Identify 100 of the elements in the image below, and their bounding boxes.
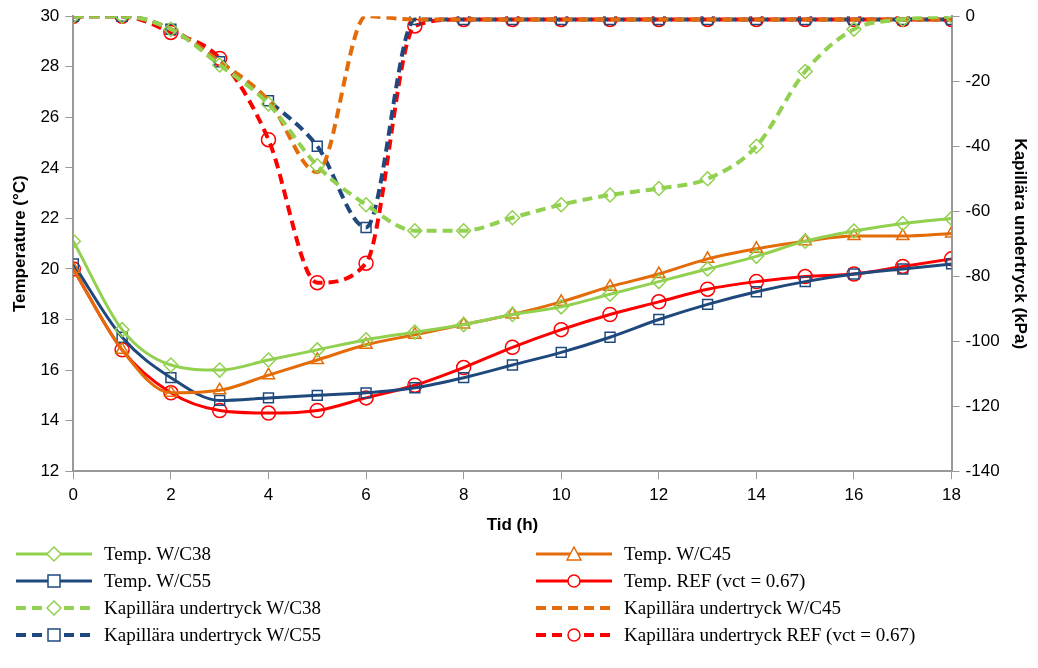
y2-tick-label: -60 <box>965 200 991 220</box>
x-axis-title: Tid (h) <box>486 515 539 535</box>
point <box>750 286 763 298</box>
point <box>602 187 618 203</box>
point <box>604 331 616 343</box>
point <box>457 371 470 384</box>
legend-label: Kapillära undertryck W/C38 <box>104 596 322 619</box>
point <box>163 357 179 373</box>
x-tick-label: 12 <box>649 485 669 505</box>
y-tick-label: 30 <box>40 5 60 25</box>
point <box>554 294 569 307</box>
point <box>651 294 667 310</box>
legend-label: Kapillära undertryck W/C45 <box>624 596 842 619</box>
point <box>895 228 910 241</box>
x-tick-label: 8 <box>458 485 469 505</box>
point <box>748 273 765 290</box>
point <box>213 394 226 407</box>
point <box>455 316 472 333</box>
point <box>555 346 567 359</box>
y-tick-label: 28 <box>40 56 60 76</box>
point <box>653 313 665 326</box>
y-tick-label: 18 <box>40 309 60 329</box>
point <box>455 359 472 376</box>
point <box>699 261 716 277</box>
point <box>748 248 765 265</box>
y2-tick-label: -100 <box>965 330 1000 350</box>
point <box>651 273 667 290</box>
x-tick-label: 14 <box>746 485 766 505</box>
point <box>749 241 764 254</box>
point <box>260 352 277 368</box>
point <box>846 21 862 37</box>
y-tick-label: 24 <box>40 157 60 177</box>
point <box>165 371 177 384</box>
point <box>504 306 521 323</box>
point <box>895 258 911 275</box>
point <box>309 274 326 291</box>
point <box>797 268 813 285</box>
point <box>602 286 618 303</box>
point <box>504 339 521 356</box>
point <box>553 299 569 315</box>
point <box>114 321 130 338</box>
x-tick-label: 4 <box>263 485 274 505</box>
point <box>455 222 472 239</box>
x-tick-label: 18 <box>942 485 962 505</box>
x-tick-label: 6 <box>361 485 371 505</box>
point <box>211 362 228 378</box>
point <box>116 331 128 343</box>
point <box>748 138 765 154</box>
point <box>260 405 277 421</box>
point <box>358 332 374 348</box>
x-tick-label: 2 <box>166 485 176 505</box>
y2-tick-label: -20 <box>965 70 991 90</box>
y-axis-title: Temperature (°C) <box>9 175 29 313</box>
y-tick-label: 12 <box>40 460 60 480</box>
point <box>504 209 521 226</box>
legend-label: Kapillära undertryck W/C55 <box>104 623 322 646</box>
point <box>358 255 374 271</box>
point <box>311 389 323 402</box>
point <box>358 390 374 406</box>
y2-tick-label: -40 <box>965 135 991 155</box>
point <box>602 306 618 323</box>
y-tick-label: 22 <box>40 208 60 228</box>
legend-label: Temp. W/C45 <box>624 542 732 565</box>
x-tick-label: 0 <box>68 485 79 505</box>
point <box>553 196 569 213</box>
point <box>505 306 520 319</box>
y2-tick-label: -120 <box>965 395 1000 415</box>
point <box>261 367 276 380</box>
point <box>699 170 716 187</box>
point <box>603 278 617 291</box>
legend-label: Temp. W/C38 <box>104 542 212 565</box>
x-tick-label: 16 <box>844 485 864 505</box>
point <box>409 382 421 394</box>
y2-tick-label: 0 <box>965 5 976 25</box>
y-tick-label: 16 <box>40 359 60 379</box>
point <box>846 223 862 239</box>
point <box>311 140 323 152</box>
y-tick-label: 20 <box>40 258 60 278</box>
point <box>358 196 374 213</box>
point <box>359 337 373 350</box>
point <box>799 275 811 288</box>
point <box>212 382 227 395</box>
point <box>847 228 861 241</box>
y2-tick-label: -80 <box>965 265 991 285</box>
point <box>407 222 423 239</box>
point <box>407 377 423 394</box>
point <box>506 359 519 371</box>
y2-tick-label: -140 <box>965 460 1000 480</box>
point <box>309 157 326 174</box>
point <box>407 18 423 34</box>
y-tick-label: 26 <box>40 107 60 126</box>
x-tick-label: 10 <box>551 485 571 505</box>
point <box>797 63 813 80</box>
point <box>553 321 569 338</box>
y2-axis-title: Kapillära undertryck (kPa) <box>1011 138 1031 350</box>
point <box>651 180 667 197</box>
y-tick-label: 14 <box>40 410 60 430</box>
legend-label: Temp. W/C55 <box>104 569 212 592</box>
point <box>309 402 326 419</box>
legend-label: Temp. REF (vct = 0.67) <box>624 569 806 592</box>
